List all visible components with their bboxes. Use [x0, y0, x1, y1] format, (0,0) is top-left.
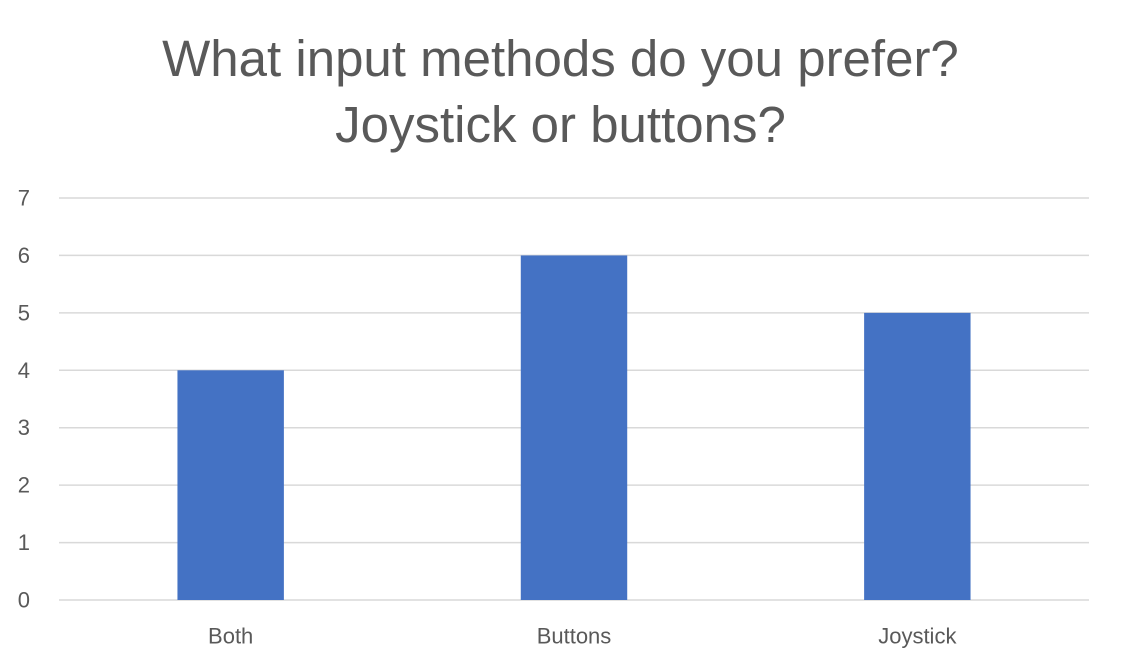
x-category-label: Joystick: [878, 624, 957, 649]
y-tick-label: 2: [18, 473, 30, 498]
bar-joystick: [864, 312, 971, 600]
y-tick-label: 3: [18, 415, 30, 440]
chart-title-line-2: Joystick or buttons?: [335, 96, 786, 153]
y-tick-label: 5: [18, 300, 30, 325]
y-tick-label: 0: [18, 588, 30, 613]
x-category-label: Both: [208, 624, 253, 649]
x-category-label: Buttons: [537, 624, 612, 649]
bar-both: [177, 370, 284, 600]
chart-title: What input methods do you prefer? Joysti…: [0, 26, 1121, 158]
x-axis-category-labels: Both Buttons Joystick: [208, 624, 957, 649]
y-tick-label: 4: [18, 358, 30, 383]
bar-buttons: [520, 255, 628, 600]
y-tick-label: 7: [18, 186, 30, 211]
y-tick-label: 6: [18, 243, 30, 268]
bars: [177, 255, 971, 600]
y-axis-tick-labels: 0 1 2 3 4 5 6 7: [18, 186, 30, 613]
chart-title-line-1: What input methods do you prefer?: [162, 30, 959, 87]
y-tick-label: 1: [18, 530, 30, 555]
